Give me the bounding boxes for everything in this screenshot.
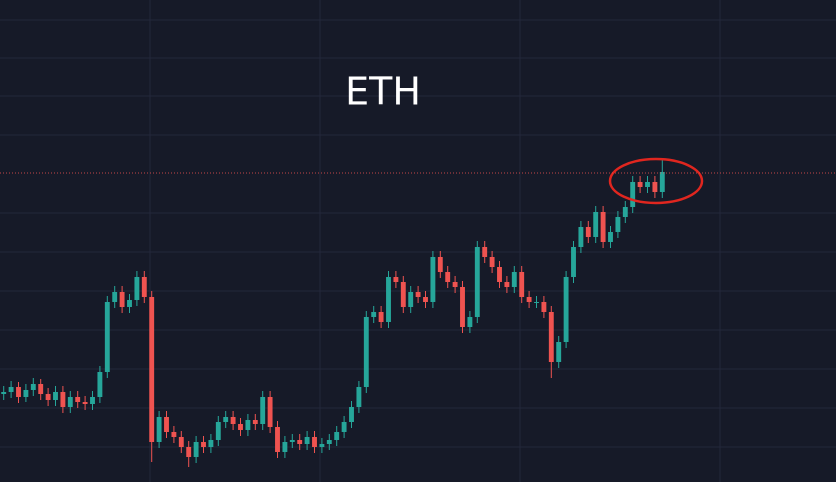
candle-body <box>430 257 436 302</box>
candle-body <box>82 402 88 404</box>
candle-body <box>149 297 155 442</box>
candle-body <box>608 232 613 242</box>
candle-body <box>304 437 310 444</box>
candle-body <box>75 397 81 402</box>
candle-body <box>474 247 480 317</box>
candle-body <box>600 212 606 242</box>
candle-body <box>171 432 177 437</box>
candle-body <box>593 212 599 237</box>
candle-body <box>548 312 554 362</box>
candle-body <box>371 312 377 317</box>
candle-body <box>349 407 354 422</box>
candle-body <box>393 277 399 282</box>
candle-body <box>215 422 221 440</box>
candle-body <box>585 227 591 237</box>
candle-body <box>282 442 288 452</box>
candle-body <box>615 217 621 232</box>
candle-body <box>659 172 665 192</box>
candle-body <box>526 297 532 302</box>
candle-body <box>1 392 7 394</box>
candle-body <box>504 282 510 287</box>
candle-body <box>267 397 273 427</box>
candle-body <box>408 292 414 307</box>
candle-body <box>208 440 214 447</box>
candle-body <box>363 317 369 387</box>
candle-body <box>60 392 66 407</box>
candle-body <box>223 417 229 422</box>
candle-body <box>252 420 258 424</box>
candle-body <box>127 300 132 307</box>
candle-body <box>90 397 95 404</box>
candle-body <box>319 444 325 447</box>
candle-body <box>511 272 517 287</box>
candle-body <box>571 247 576 277</box>
candle-body <box>193 442 199 457</box>
candle-body <box>423 297 428 302</box>
candle-body <box>112 292 118 302</box>
candle-body <box>260 397 266 424</box>
candle-body <box>482 247 488 257</box>
candle-body <box>497 267 502 282</box>
candle-body <box>23 390 29 397</box>
candle-body <box>97 372 103 397</box>
candle-body <box>8 387 14 392</box>
candle-body <box>637 182 643 187</box>
candle-body <box>563 277 569 342</box>
candle-body <box>460 287 465 327</box>
candle-body <box>645 182 650 187</box>
candle-body <box>16 387 21 397</box>
candle-body <box>134 277 140 300</box>
candle-body <box>467 317 473 327</box>
candle-body <box>400 282 406 307</box>
candle-body <box>326 440 332 444</box>
candle-body <box>178 437 184 447</box>
candles <box>1 160 665 467</box>
candle-body <box>556 342 562 362</box>
candle-body <box>38 384 44 394</box>
candle-body <box>119 292 125 307</box>
candle-body <box>53 392 58 400</box>
candle-body <box>230 417 236 424</box>
candle-body <box>45 394 51 400</box>
candle-body <box>245 420 251 430</box>
candle-body <box>156 417 162 442</box>
candle-body <box>534 302 539 303</box>
candle-body <box>164 417 169 432</box>
candle-body <box>289 440 295 442</box>
candle-body <box>386 277 391 322</box>
candle-body <box>622 207 628 217</box>
candle-body <box>297 440 303 444</box>
candle-body <box>652 182 658 192</box>
candle-body <box>489 257 495 267</box>
candle-body <box>415 292 421 297</box>
candle-body <box>341 422 347 432</box>
candle-body <box>238 424 243 430</box>
candle-body <box>378 312 384 322</box>
candle-body <box>312 437 317 447</box>
candle-body <box>275 427 280 452</box>
candle-body <box>104 302 110 372</box>
candle-body <box>452 282 458 287</box>
candle-body <box>67 397 73 407</box>
chart-title: ETH <box>345 70 421 114</box>
candle-body <box>334 432 340 440</box>
candle-body <box>519 272 525 297</box>
candle-body <box>578 227 584 247</box>
candle-body <box>541 302 547 312</box>
candle-body <box>201 442 206 447</box>
candle-body <box>437 257 443 272</box>
candle-body <box>356 387 362 407</box>
candle-body <box>141 277 147 297</box>
highlight-ellipse <box>608 157 704 205</box>
candle-body <box>445 272 451 282</box>
candle-body <box>186 447 192 457</box>
candle-body <box>30 384 36 390</box>
candle-body <box>630 182 636 207</box>
